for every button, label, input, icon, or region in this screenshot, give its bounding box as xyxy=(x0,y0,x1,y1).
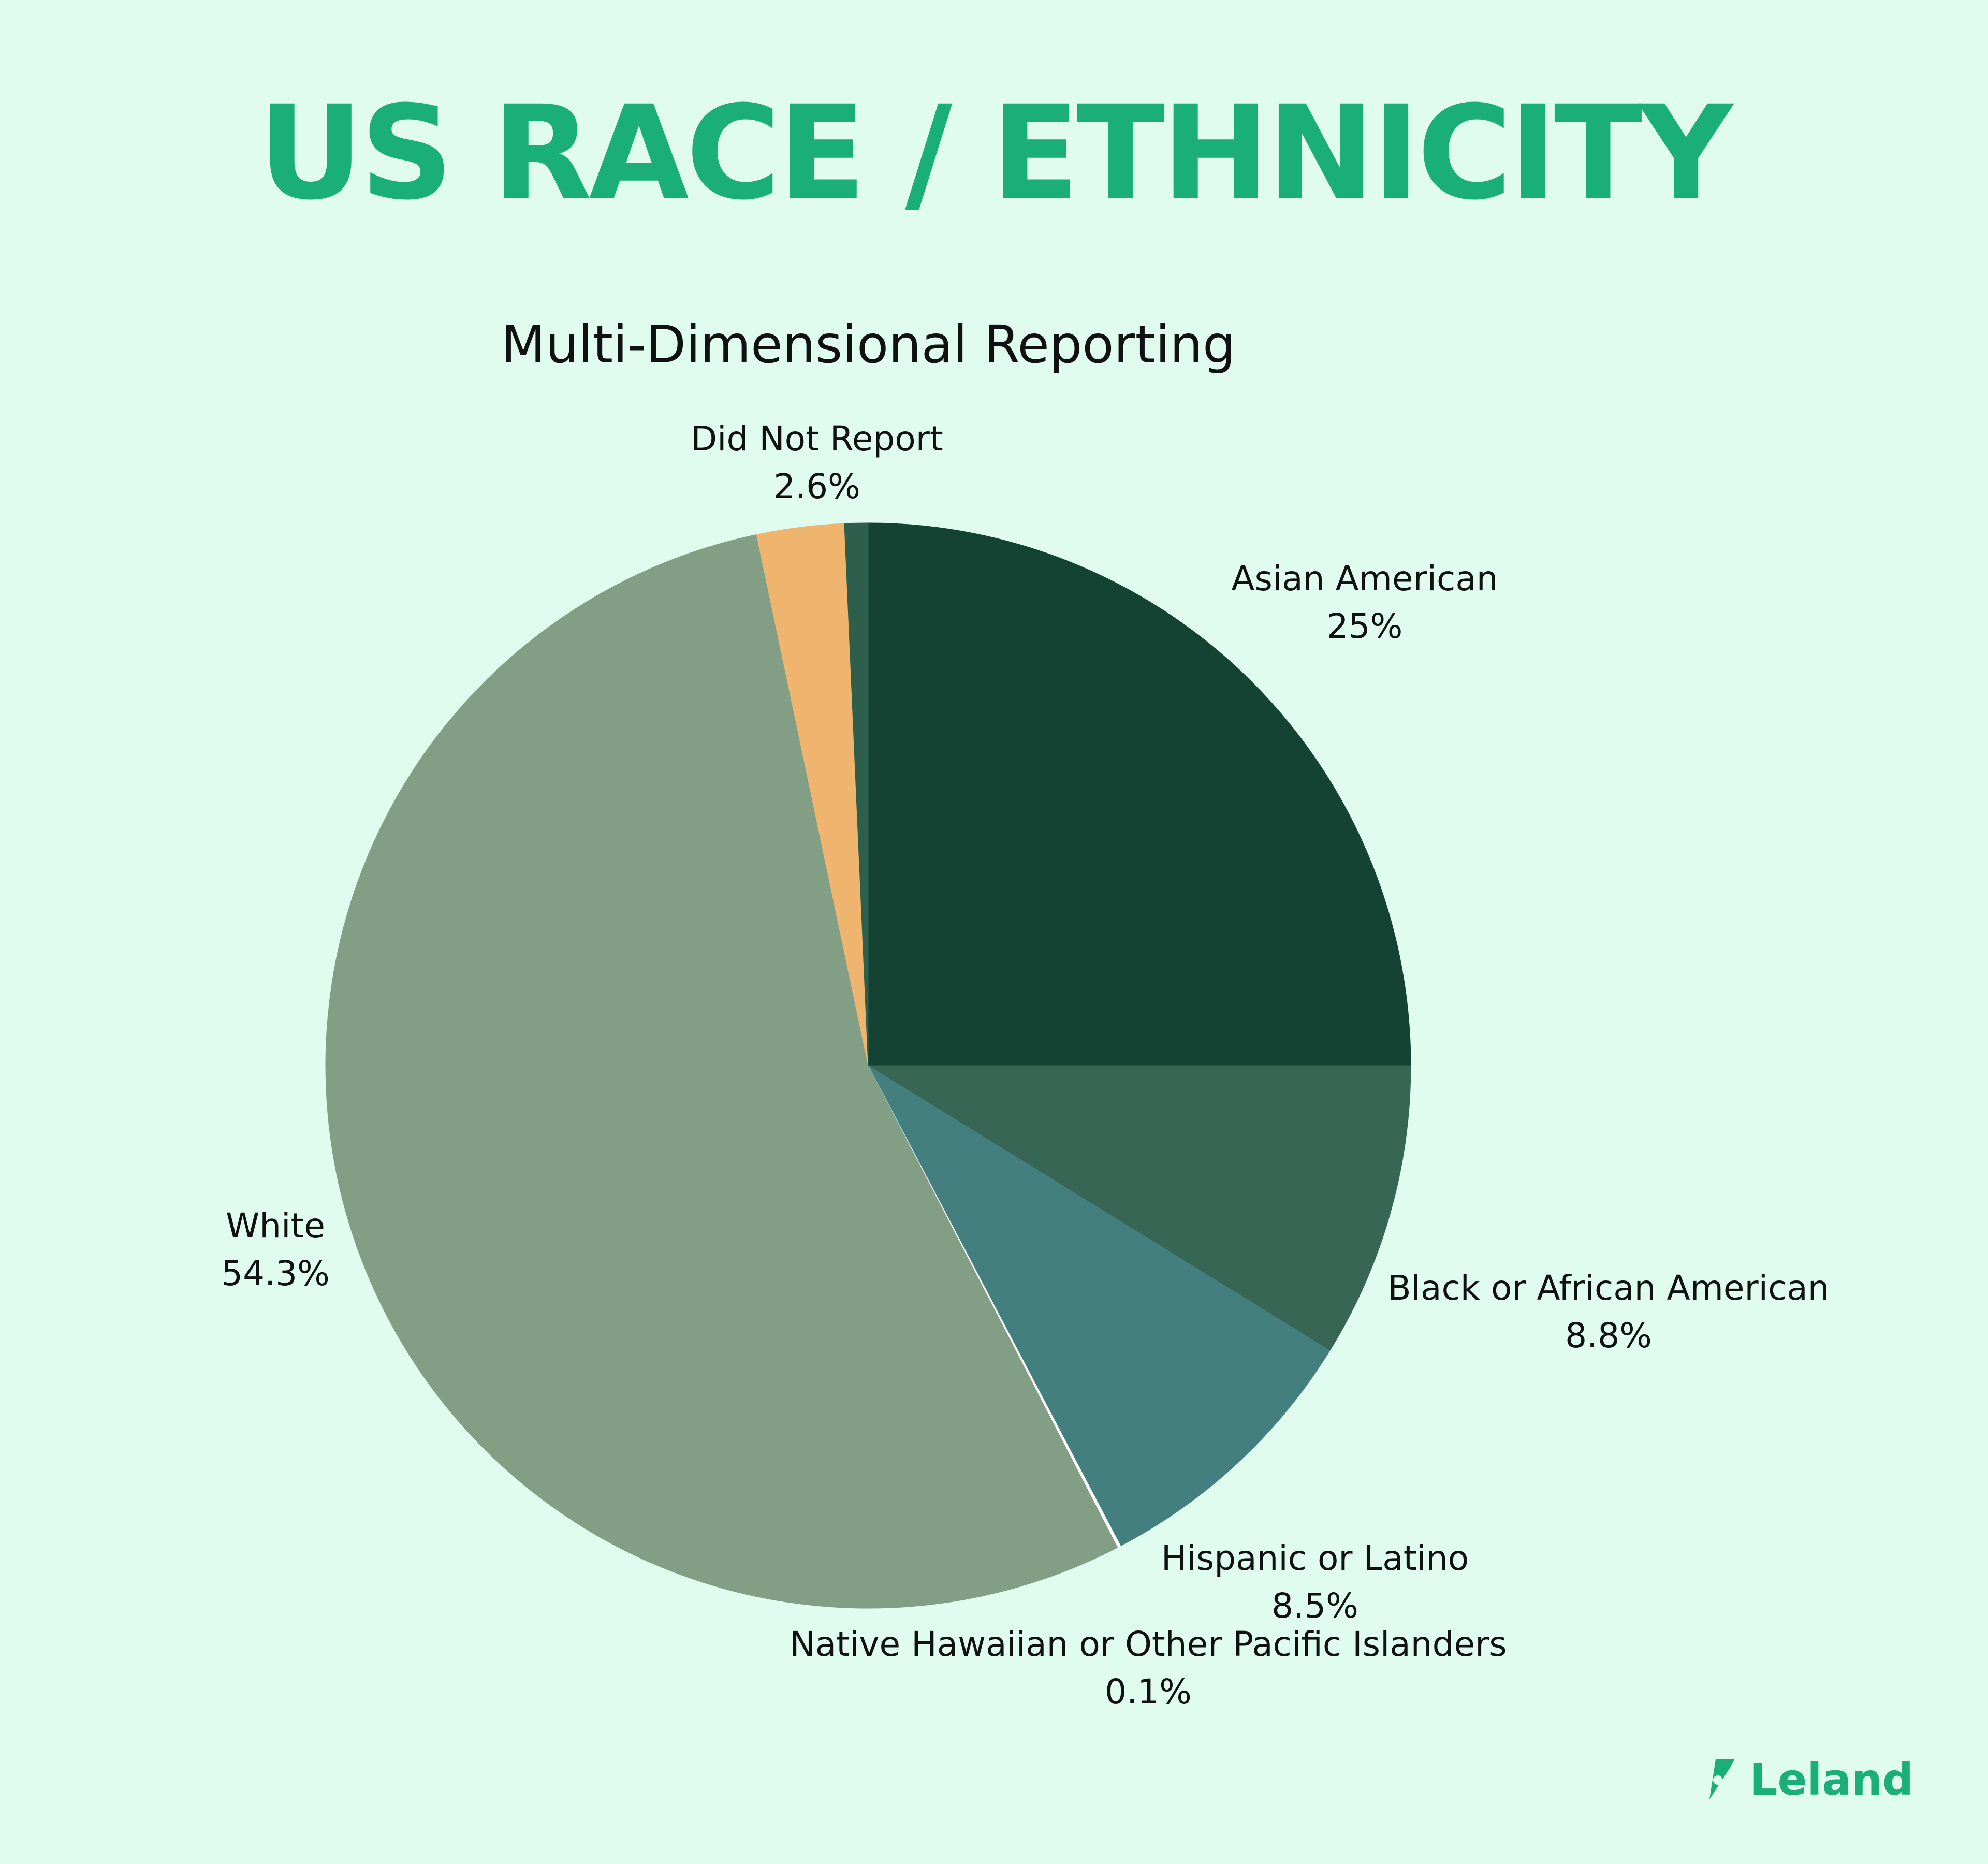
chart-subtitle: Multi-Dimensional Reporting xyxy=(501,314,1235,375)
pie-slice-asian-american xyxy=(868,522,1411,1066)
slice-label-hispanic-or-latino: Hispanic or Latino xyxy=(1161,1538,1469,1578)
pie-slice-white xyxy=(325,534,1118,1609)
pie-slice-black-or-african-american xyxy=(867,1065,1411,1351)
slice-value-native-hawaiian-or-other-pacific-islanders: 0.1% xyxy=(1105,1672,1192,1712)
slice-value-did-not-report: 2.6% xyxy=(773,467,860,506)
slice-value-black-or-african-american: 8.8% xyxy=(1565,1316,1652,1356)
slice-label-asian-american: Asian American xyxy=(1231,559,1498,599)
brand-name: Leland xyxy=(1750,1754,1913,1805)
pie-slices xyxy=(325,522,1411,1609)
slice-label-native-hawaiian-or-other-pacific-islanders: Native Hawaiian or Other Pacific Islande… xyxy=(790,1624,1507,1664)
leland-logo-dot xyxy=(1713,1775,1722,1785)
pie-slice-hispanic-or-latino xyxy=(867,1065,1331,1547)
slice-value-white: 54.3% xyxy=(221,1254,330,1293)
slice-label-black-or-african-american: Black or African American xyxy=(1387,1268,1829,1308)
slice-label-did-not-report: Did Not Report xyxy=(691,419,943,459)
slice-label-white: White xyxy=(226,1206,325,1246)
slice-value-hispanic-or-latino: 8.5% xyxy=(1271,1586,1358,1626)
slice-value-asian-american: 25% xyxy=(1327,606,1403,646)
page-title: US RACE / ETHNICITY xyxy=(258,78,1735,228)
slice-labels: Asian American 25% Black or African Americ… xyxy=(221,419,1829,1712)
pie-slice-unlabeled-6 xyxy=(844,522,869,1066)
brand-logo: Leland xyxy=(1709,1754,1913,1805)
